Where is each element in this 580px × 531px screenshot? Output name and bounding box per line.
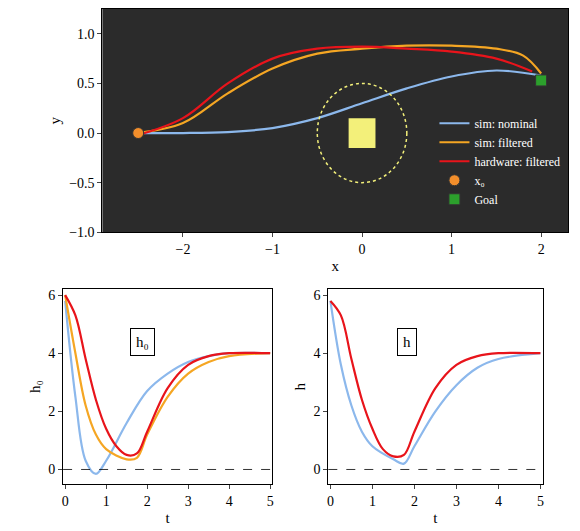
svg-text:0: 0 (62, 494, 69, 509)
svg-text:6: 6 (48, 288, 55, 303)
svg-text:2: 2 (314, 404, 321, 419)
svg-text:1: 1 (448, 242, 455, 257)
svg-text:y: y (47, 116, 63, 124)
svg-text:3: 3 (185, 494, 192, 509)
svg-text:0: 0 (327, 494, 334, 509)
svg-text:6: 6 (314, 288, 321, 303)
svg-text:0.0: 0.0 (77, 126, 95, 141)
svg-text:sim: nominal: sim: nominal (474, 117, 538, 131)
svg-text:h₀: h₀ (27, 380, 43, 393)
svg-text:1.0: 1.0 (77, 27, 95, 42)
svg-text:h: h (403, 334, 411, 350)
svg-text:1: 1 (369, 494, 376, 509)
svg-text:5: 5 (537, 494, 544, 509)
svg-text:x: x (331, 258, 339, 274)
svg-text:x₀: x₀ (474, 174, 484, 188)
svg-text:−2: −2 (176, 242, 191, 257)
svg-text:4: 4 (495, 494, 502, 509)
svg-text:t: t (166, 510, 171, 526)
svg-text:−1.0: −1.0 (69, 225, 94, 240)
svg-text:0.5: 0.5 (77, 76, 95, 91)
svg-text:Goal: Goal (474, 193, 498, 207)
svg-text:1: 1 (103, 494, 110, 509)
svg-text:h: h (292, 382, 308, 390)
svg-text:sim: filtered: sim: filtered (474, 136, 532, 150)
svg-text:hardware: filtered: hardware: filtered (474, 155, 560, 169)
svg-text:2: 2 (144, 494, 151, 509)
svg-text:4: 4 (314, 346, 321, 361)
svg-text:0: 0 (359, 242, 366, 257)
svg-text:h₀: h₀ (136, 334, 149, 350)
svg-text:0: 0 (314, 462, 321, 477)
svg-text:2: 2 (411, 494, 418, 509)
svg-text:0: 0 (48, 462, 55, 477)
svg-text:−1: −1 (265, 242, 280, 257)
svg-text:−0.5: −0.5 (69, 176, 94, 191)
svg-text:4: 4 (226, 494, 233, 509)
svg-text:t: t (433, 510, 438, 526)
svg-text:3: 3 (453, 494, 460, 509)
svg-text:2: 2 (48, 404, 55, 419)
svg-text:4: 4 (48, 346, 55, 361)
svg-text:2: 2 (538, 242, 545, 257)
svg-text:5: 5 (267, 494, 274, 509)
